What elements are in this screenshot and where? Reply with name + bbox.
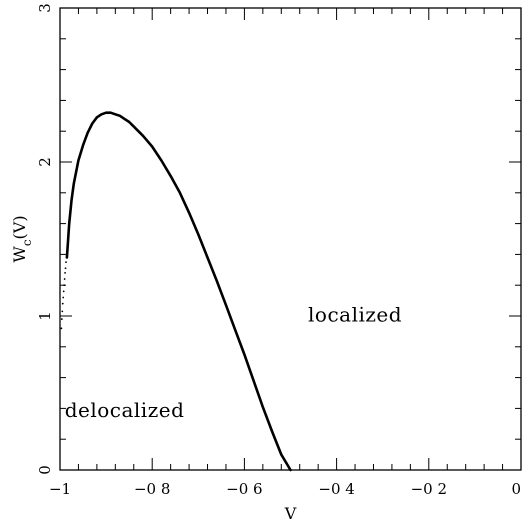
y-axis-label: Wc(V) <box>10 215 34 262</box>
x-tick-label: −0 8 <box>134 480 170 498</box>
data-point <box>61 310 64 313</box>
x-tick-label: 0 <box>511 480 521 498</box>
data-point <box>64 267 67 270</box>
x-tick-label: −1 <box>49 480 71 498</box>
data-point <box>63 278 66 280</box>
series-group <box>60 111 292 472</box>
y-tick-label: 1 <box>36 311 54 321</box>
region-annotation-localized: localized <box>308 303 402 327</box>
region-annotation-delocalized: delocalized <box>65 398 185 422</box>
y-tick-label: 3 <box>36 3 54 13</box>
x-tick-label: −0 6 <box>226 480 262 498</box>
data-point <box>62 290 65 293</box>
annotations-group: localized delocalized <box>65 303 402 422</box>
y-tick-label: 2 <box>36 157 54 167</box>
y-tick-label: 0 <box>36 465 54 475</box>
data-point <box>62 296 65 299</box>
tick-labels-group: −1 −0 8 −0 6 −0 4 −0 2 0 0 1 2 3 <box>36 3 521 498</box>
data-point <box>60 318 63 320</box>
data-point <box>60 327 63 330</box>
data-point <box>61 302 64 305</box>
x-tick-label: −0 4 <box>318 480 354 498</box>
data-point <box>63 284 66 287</box>
data-point <box>65 261 67 263</box>
ticks-group <box>59 7 522 471</box>
x-axis-label: V <box>284 504 297 523</box>
x-tick-label: −0 2 <box>411 480 447 498</box>
series-line <box>65 111 292 472</box>
data-point <box>64 271 66 274</box>
svg-text:Wc(V): Wc(V) <box>10 215 34 262</box>
